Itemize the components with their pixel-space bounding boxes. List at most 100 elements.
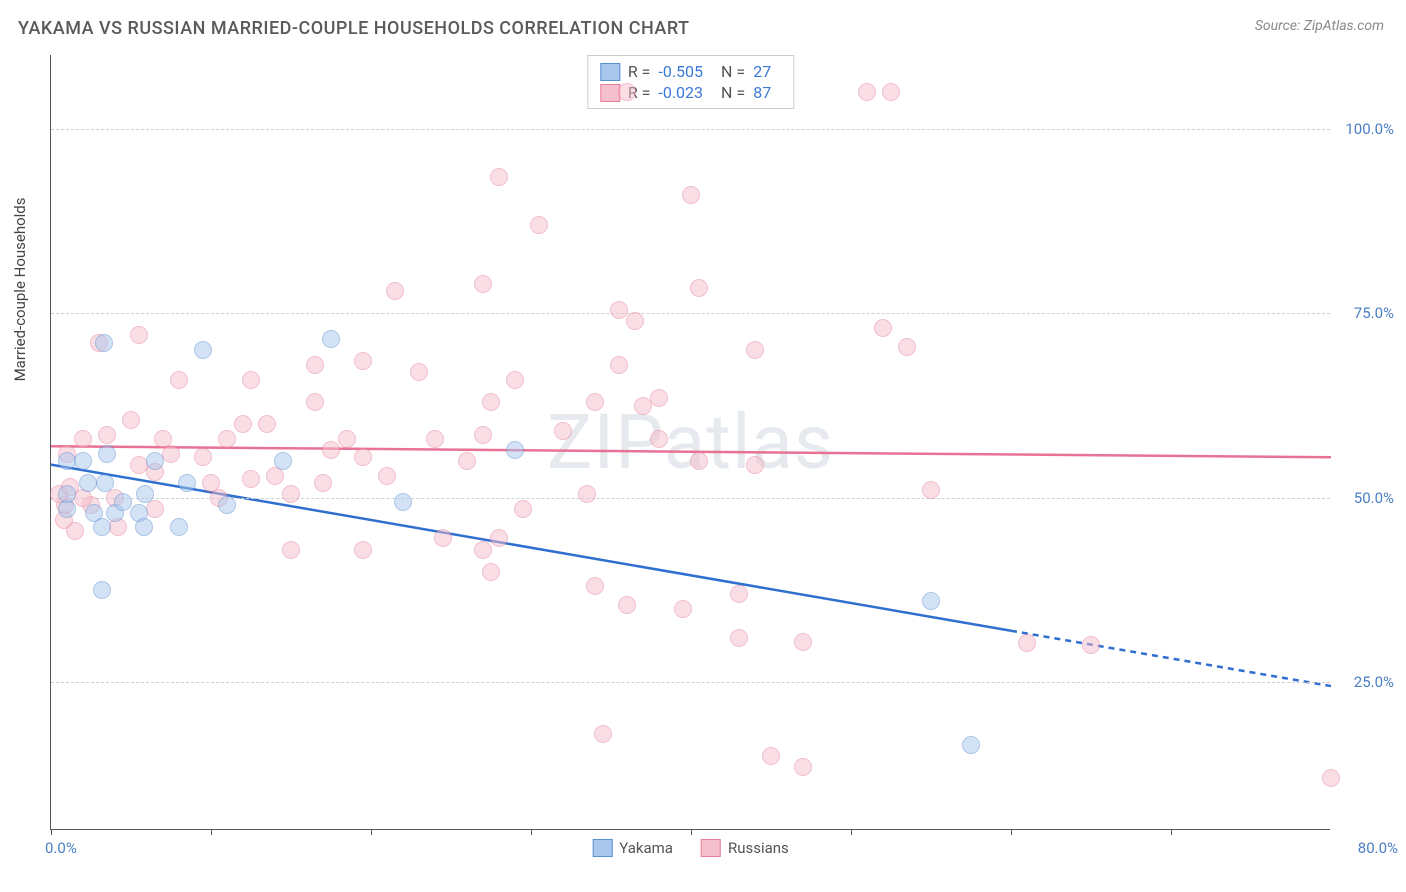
data-point bbox=[482, 393, 500, 411]
data-point bbox=[730, 585, 748, 603]
legend-item-russians: Russians bbox=[701, 839, 789, 857]
data-point bbox=[690, 279, 708, 297]
data-point bbox=[114, 493, 132, 511]
data-point bbox=[434, 529, 452, 547]
data-point bbox=[194, 448, 212, 466]
data-point bbox=[618, 83, 636, 101]
russians-n-value: 87 bbox=[753, 83, 771, 102]
data-point bbox=[650, 389, 668, 407]
yakama-legend-label: Yakama bbox=[619, 839, 673, 857]
data-point bbox=[690, 452, 708, 470]
data-point bbox=[730, 629, 748, 647]
data-point bbox=[306, 393, 324, 411]
data-point bbox=[258, 415, 276, 433]
data-point bbox=[922, 592, 940, 610]
data-point bbox=[474, 426, 492, 444]
data-point bbox=[354, 352, 372, 370]
y-tick-label: 75.0% bbox=[1354, 304, 1394, 322]
data-point bbox=[58, 485, 76, 503]
data-point bbox=[874, 319, 892, 337]
y-tick-label: 100.0% bbox=[1345, 120, 1394, 138]
data-point bbox=[135, 518, 153, 536]
data-point bbox=[234, 415, 252, 433]
data-point bbox=[1082, 636, 1100, 654]
data-point bbox=[242, 470, 260, 488]
y-tick-label: 50.0% bbox=[1354, 489, 1394, 507]
data-point bbox=[922, 481, 940, 499]
x-tick bbox=[851, 829, 852, 835]
data-point bbox=[1322, 769, 1340, 787]
x-tick bbox=[1171, 829, 1172, 835]
data-point bbox=[136, 485, 154, 503]
yakama-r-value: -0.505 bbox=[658, 62, 703, 81]
gridline bbox=[51, 129, 1330, 130]
russians-r-value: -0.023 bbox=[658, 83, 703, 102]
data-point bbox=[394, 493, 412, 511]
data-point bbox=[146, 452, 164, 470]
x-tick bbox=[371, 829, 372, 835]
data-point bbox=[586, 393, 604, 411]
data-point bbox=[74, 452, 92, 470]
data-point bbox=[618, 596, 636, 614]
yakama-legend-swatch bbox=[592, 839, 612, 857]
data-point bbox=[426, 430, 444, 448]
x-axis-min-label: 0.0% bbox=[45, 839, 77, 857]
data-point bbox=[282, 485, 300, 503]
data-point bbox=[386, 282, 404, 300]
data-point bbox=[578, 485, 596, 503]
x-axis-max-label: 80.0% bbox=[1358, 839, 1398, 857]
x-tick bbox=[51, 829, 52, 835]
chart-title: YAKAMA VS RUSSIAN MARRIED-COUPLE HOUSEHO… bbox=[18, 18, 690, 39]
x-tick bbox=[691, 829, 692, 835]
data-point bbox=[162, 445, 180, 463]
bottom-legend: Yakama Russians bbox=[592, 839, 789, 857]
stats-row-yakama: R = -0.505 N = 27 bbox=[600, 62, 781, 81]
gridline bbox=[51, 313, 1330, 314]
gridline bbox=[51, 682, 1330, 683]
data-point bbox=[594, 725, 612, 743]
data-point bbox=[530, 216, 548, 234]
data-point bbox=[794, 633, 812, 651]
data-point bbox=[96, 474, 114, 492]
data-point bbox=[354, 448, 372, 466]
russians-legend-swatch bbox=[701, 839, 721, 857]
data-point bbox=[626, 312, 644, 330]
data-point bbox=[554, 422, 572, 440]
n-label: N = bbox=[721, 83, 745, 102]
data-point bbox=[218, 430, 236, 448]
data-point bbox=[962, 736, 980, 754]
yakama-swatch bbox=[600, 63, 620, 81]
data-point bbox=[98, 426, 116, 444]
data-point bbox=[242, 371, 260, 389]
x-tick bbox=[531, 829, 532, 835]
data-point bbox=[882, 83, 900, 101]
legend-item-yakama: Yakama bbox=[592, 839, 673, 857]
data-point bbox=[178, 474, 196, 492]
data-point bbox=[122, 411, 140, 429]
data-point bbox=[322, 441, 340, 459]
data-point bbox=[490, 168, 508, 186]
data-point bbox=[682, 186, 700, 204]
data-point bbox=[610, 301, 628, 319]
data-point bbox=[514, 500, 532, 518]
y-tick-label: 25.0% bbox=[1354, 673, 1394, 691]
data-point bbox=[474, 275, 492, 293]
data-point bbox=[746, 456, 764, 474]
data-point bbox=[586, 577, 604, 595]
data-point bbox=[762, 747, 780, 765]
data-point bbox=[95, 334, 113, 352]
plot-area: ZIPatlas R = -0.505 N = 27 R = -0.023 N … bbox=[50, 55, 1330, 830]
data-point bbox=[66, 522, 84, 540]
data-point bbox=[474, 541, 492, 559]
data-point bbox=[322, 330, 340, 348]
data-point bbox=[506, 441, 524, 459]
data-point bbox=[610, 356, 628, 374]
r-label: R = bbox=[628, 62, 651, 81]
data-point bbox=[674, 600, 692, 618]
gridline bbox=[51, 498, 1330, 499]
data-point bbox=[93, 581, 111, 599]
data-point bbox=[338, 430, 356, 448]
data-point bbox=[458, 452, 476, 470]
data-point bbox=[490, 529, 508, 547]
data-point bbox=[74, 430, 92, 448]
